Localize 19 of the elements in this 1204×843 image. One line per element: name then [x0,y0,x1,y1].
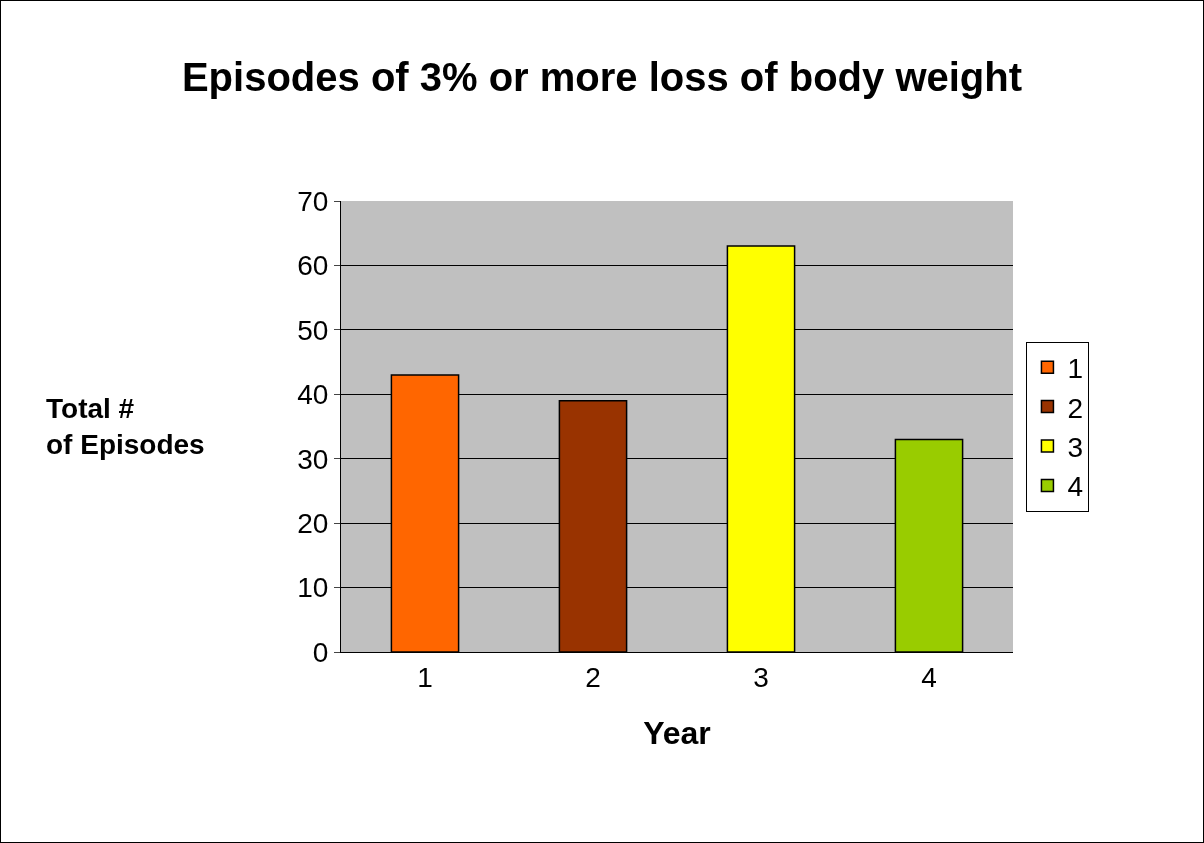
y-tick-label: 40 [297,379,329,411]
chart-title: Episodes of 3% or more loss of body weight [181,54,1023,99]
legend-label: 4 [1067,471,1084,503]
x-tick-label: 1 [417,661,433,693]
y-tick-label: 70 [297,185,329,217]
legend-label: 2 [1067,392,1084,424]
y-tick-label: 10 [297,572,329,604]
y-tick-label: 60 [297,250,329,282]
y-tick-label: 20 [297,507,329,539]
y-axis-title: Total # of Episodes [46,393,205,461]
legend-label: 1 [1067,353,1084,385]
x-axis-title: Year [643,715,711,752]
x-tick-label: 4 [921,661,937,693]
legend-label: 3 [1067,431,1084,463]
y-tick-label: 50 [297,314,329,346]
x-tick-label: 2 [585,661,601,693]
y-tick-label: 30 [297,443,329,475]
y-tick-label: 0 [312,636,329,668]
x-tick-label: 3 [753,661,769,693]
